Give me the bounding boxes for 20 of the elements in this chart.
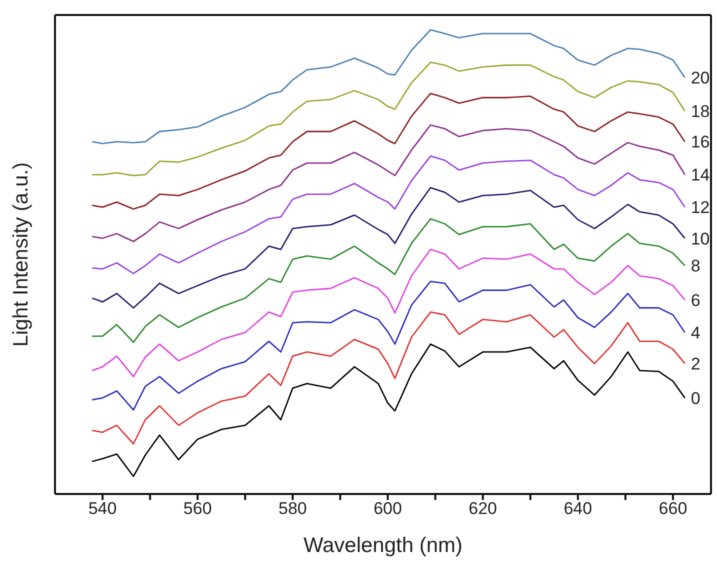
y-axis-title: Light Intensity (a.u.) [9,162,32,347]
x-tick-label: 600 [374,499,402,518]
series-label: 0 [690,388,700,408]
x-axis-title: Wavelength (nm) [303,534,463,557]
x-tick-label: 540 [88,499,117,518]
series-label: 6 [690,290,700,310]
series-label: 2 [690,354,700,374]
series-label: 4 [690,323,700,342]
series-label: 8 [690,256,700,276]
series-label: 14 [690,166,710,185]
series-label: 12 [690,198,710,218]
x-tick-label: 580 [278,499,307,518]
series-label: 16 [690,132,710,152]
x-tick-label: 560 [183,499,212,518]
series-label: 10 [690,229,710,248]
series-label: 18 [690,102,710,122]
x-tick-label: 620 [468,499,498,518]
series-label: 20 [690,68,710,88]
x-tick-label: 660 [658,499,688,518]
x-tick-label: 640 [564,499,592,518]
